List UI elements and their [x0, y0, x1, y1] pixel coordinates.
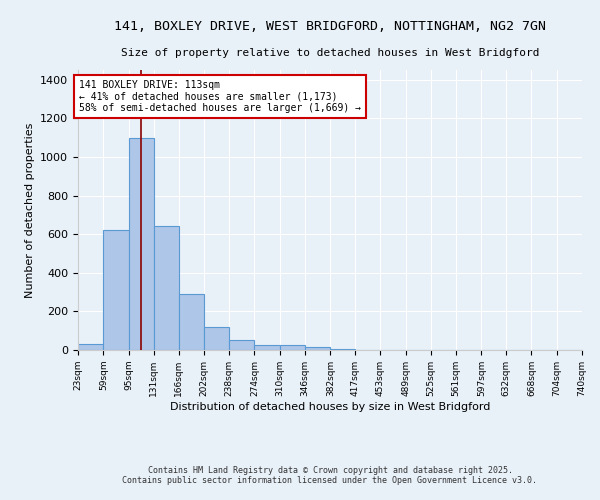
Bar	[280, 345, 305, 350]
Bar	[204, 327, 229, 350]
Text: 141 BOXLEY DRIVE: 113sqm
← 41% of detached houses are smaller (1,173)
58% of sem: 141 BOXLEY DRIVE: 113sqm ← 41% of detach…	[79, 80, 361, 113]
Bar	[254, 345, 280, 350]
Text: Size of property relative to detached houses in West Bridgford: Size of property relative to detached ho…	[121, 48, 539, 58]
Bar	[128, 138, 154, 350]
Bar	[78, 344, 103, 350]
X-axis label: Distribution of detached houses by size in West Bridgford: Distribution of detached houses by size …	[170, 402, 490, 411]
Bar	[305, 347, 331, 350]
Bar	[331, 349, 355, 350]
Text: 141, BOXLEY DRIVE, WEST BRIDGFORD, NOTTINGHAM, NG2 7GN: 141, BOXLEY DRIVE, WEST BRIDGFORD, NOTTI…	[114, 20, 546, 33]
Bar	[103, 230, 128, 350]
Bar	[154, 226, 179, 350]
Bar	[179, 294, 204, 350]
Y-axis label: Number of detached properties: Number of detached properties	[25, 122, 35, 298]
Text: Contains HM Land Registry data © Crown copyright and database right 2025.
Contai: Contains HM Land Registry data © Crown c…	[122, 466, 538, 485]
Bar	[229, 340, 254, 350]
